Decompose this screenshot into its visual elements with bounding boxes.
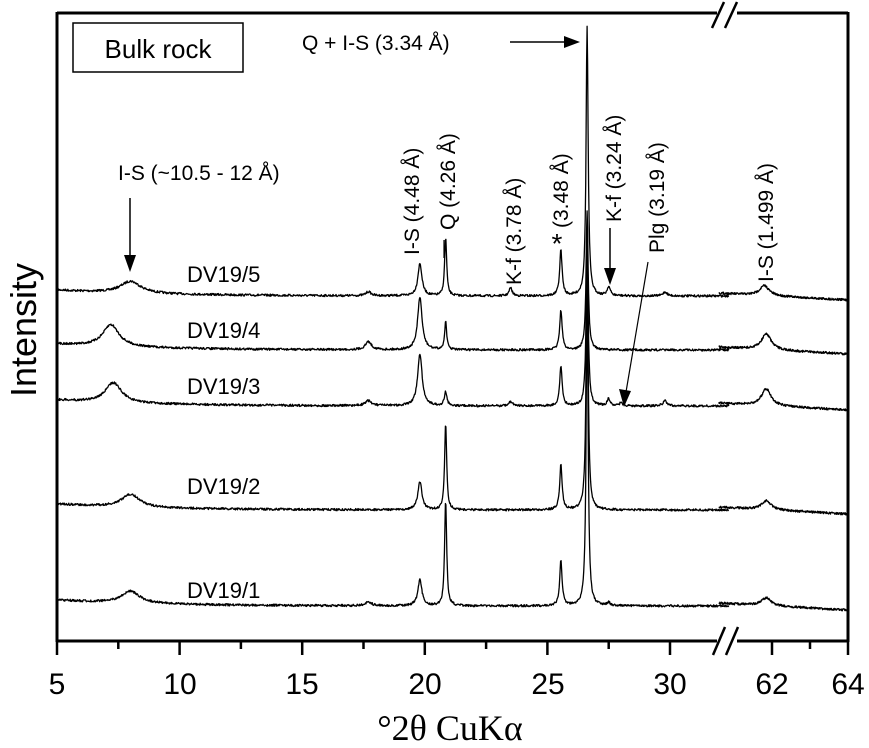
tick-label-25: 25 xyxy=(531,668,564,701)
sample-label-dv19-2: DV19/2 xyxy=(187,474,260,499)
chart-title: Bulk rock xyxy=(105,34,213,64)
tick-label-64: 64 xyxy=(831,668,864,701)
trace-dv19-2 xyxy=(718,499,849,516)
x-axis-ticks xyxy=(55,641,850,655)
annotation-star: * xyxy=(552,228,563,259)
title-box: Bulk rock xyxy=(72,22,244,73)
plot-frame xyxy=(55,11,850,643)
arrow-down-icon xyxy=(124,198,136,272)
tick-label-20: 20 xyxy=(408,668,441,701)
annotation-kf-378: K-f (3.78 Å) xyxy=(503,178,526,285)
trace-dv19-2 xyxy=(56,248,730,512)
annotation-is-low: I-S (~10.5 - 12 Å) xyxy=(118,162,280,185)
annotations: Q + I-S (3.34 Å) I-S (~10.5 - 12 Å) I-S … xyxy=(118,32,778,407)
sample-label-dv19-1: DV19/1 xyxy=(187,578,260,603)
trace-dv19-5 xyxy=(56,25,730,298)
tick-label-5: 5 xyxy=(49,668,66,701)
trace-dv19-5 xyxy=(718,284,849,302)
trace-dv19-3 xyxy=(56,239,730,408)
annotation-is-448: I-S (4.48 Å) xyxy=(401,148,424,255)
annotation-q-426: Q (4.26 Å) xyxy=(437,133,460,230)
sample-labels: DV19/5 DV19/4 DV19/3 DV19/2 DV19/1 xyxy=(187,262,260,603)
annotation-is-1499: I-S (1.499 Å) xyxy=(755,163,778,282)
arrow-down-icon xyxy=(604,228,616,285)
trace-dv19-1 xyxy=(56,304,730,608)
sample-label-dv19-4: DV19/4 xyxy=(187,318,260,343)
sample-label-dv19-3: DV19/3 xyxy=(187,374,260,399)
trace-dv19-1 xyxy=(718,596,849,612)
tick-label-15: 15 xyxy=(285,668,318,701)
xrd-traces xyxy=(56,25,849,612)
trace-dv19-4 xyxy=(56,210,730,352)
y-axis-title: Intensity xyxy=(3,263,44,397)
x-axis-tick-labels: 5 10 15 20 25 30 62 64 xyxy=(49,668,865,701)
tick-label-30: 30 xyxy=(653,668,686,701)
annotation-kf-324: K-f (3.24 Å) xyxy=(603,115,626,222)
trace-dv19-3 xyxy=(718,387,849,412)
arrow-right-icon xyxy=(510,36,580,48)
axis-break-top xyxy=(710,1,739,29)
annotation-plg-319: Plg (3.19 Å) xyxy=(646,142,669,253)
axis-break-bottom xyxy=(711,626,740,656)
tick-label-10: 10 xyxy=(163,668,196,701)
arrow-diagonal-icon xyxy=(619,261,649,407)
x-axis-title: °2θ CuKα xyxy=(377,708,523,748)
sample-label-dv19-5: DV19/5 xyxy=(187,262,260,287)
tick-label-62: 62 xyxy=(755,668,788,701)
annotation-q-is: Q + I-S (3.34 Å) xyxy=(302,32,450,55)
trace-dv19-4 xyxy=(718,332,849,356)
annotation-348: (3.48 Å) xyxy=(550,153,573,228)
